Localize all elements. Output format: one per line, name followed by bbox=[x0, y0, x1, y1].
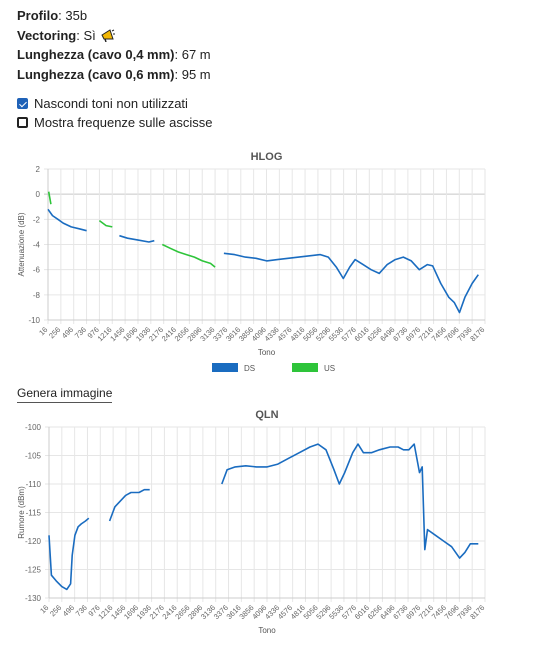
ds-series-line bbox=[119, 234, 155, 243]
y-tick-label: -110 bbox=[26, 480, 42, 489]
vectoring-row: Vectoring: Sì bbox=[17, 26, 211, 46]
y-tick-label: -100 bbox=[25, 423, 42, 432]
y-tick-label: -120 bbox=[25, 537, 42, 546]
lunghezza-06-value: 95 m bbox=[181, 66, 211, 82]
y-tick-label: -115 bbox=[26, 509, 42, 518]
qln-series-line bbox=[221, 443, 479, 559]
show-frequencies-checkbox[interactable] bbox=[17, 117, 28, 128]
legend-label-us: US bbox=[324, 364, 335, 373]
qln-series-line bbox=[108, 488, 150, 522]
profilo-row: Profilo: 35b bbox=[17, 8, 88, 23]
profilo-value: 35b bbox=[65, 8, 88, 23]
x-axis-label: Tono bbox=[258, 626, 276, 635]
us-series-line bbox=[161, 243, 216, 268]
genera-immagine-link[interactable]: Genera immagine bbox=[17, 386, 113, 403]
lunghezza-06-label: Lunghezza (cavo 0,6 mm) bbox=[17, 66, 175, 82]
legend-label-ds: DS bbox=[244, 364, 255, 373]
vectoring-value: Sì bbox=[83, 27, 96, 43]
show-frequencies-option[interactable]: Mostra frequenze sulle ascisse bbox=[17, 115, 212, 130]
x-axis-label: Tono bbox=[258, 348, 276, 357]
megaphone-icon bbox=[101, 28, 116, 42]
hide-unused-tones-option[interactable]: Nascondi toni non utilizzati bbox=[17, 96, 188, 111]
show-frequencies-label: Mostra frequenze sulle ascisse bbox=[34, 115, 213, 130]
y-tick-label: -10 bbox=[28, 316, 40, 325]
hide-unused-tones-label: Nascondi toni non utilizzati bbox=[34, 96, 188, 111]
legend-swatch-ds bbox=[212, 363, 238, 372]
y-tick-label: -105 bbox=[25, 452, 42, 461]
legend-swatch-us bbox=[292, 363, 318, 372]
ds-series-line bbox=[47, 208, 87, 232]
y-tick-label: -6 bbox=[33, 266, 41, 275]
qln-chart: QLN-100-105-110-115-120-125-130162564967… bbox=[17, 409, 486, 635]
y-axis-label: Attenuazione (dB) bbox=[17, 212, 26, 276]
lunghezza-04-row: Lunghezza (cavo 0,4 mm): 67 m bbox=[17, 47, 211, 62]
y-tick-label: -2 bbox=[33, 215, 41, 224]
y-tick-label: 2 bbox=[36, 165, 41, 174]
y-axis-label: Rumore (dBm) bbox=[17, 486, 26, 539]
ds-series-line bbox=[223, 252, 479, 314]
line-profile-info: Profilo: 35b Vectoring: Sì Lunghezza (ca… bbox=[17, 6, 211, 84]
chart-title: HLOG bbox=[251, 151, 283, 163]
vectoring-label: Vectoring bbox=[17, 27, 77, 43]
qln-series-line bbox=[48, 517, 90, 591]
x-tick-label: 8176 bbox=[468, 325, 486, 343]
us-series-line bbox=[47, 191, 52, 205]
lunghezza-04-value: 67 m bbox=[181, 47, 211, 62]
y-tick-label: -4 bbox=[33, 241, 41, 250]
lunghezza-06-row: Lunghezza (cavo 0,6 mm): 95 m bbox=[17, 66, 211, 82]
chart-title: QLN bbox=[255, 409, 278, 421]
profilo-label: Profilo bbox=[17, 8, 59, 23]
y-tick-label: -125 bbox=[25, 566, 42, 575]
y-tick-label: 0 bbox=[36, 190, 41, 199]
y-tick-label: -8 bbox=[33, 291, 41, 300]
y-tick-label: -130 bbox=[25, 594, 42, 603]
hide-unused-tones-checkbox[interactable] bbox=[17, 98, 28, 109]
us-series-line bbox=[98, 219, 113, 228]
lunghezza-04-label: Lunghezza (cavo 0,4 mm) bbox=[17, 47, 175, 62]
hlog-chart: HLOG20-2-4-6-8-1016256496736976121614561… bbox=[17, 151, 486, 373]
x-tick-label: 8176 bbox=[468, 603, 486, 621]
